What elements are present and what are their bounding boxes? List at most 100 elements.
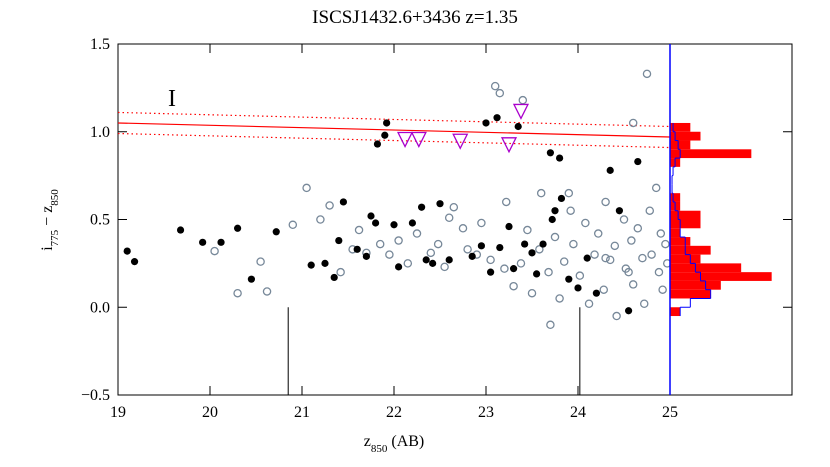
point	[487, 268, 495, 276]
y-tick-label: 1.0	[90, 124, 110, 141]
point	[321, 259, 329, 267]
point	[533, 270, 541, 278]
point	[528, 249, 536, 257]
hist-bar	[670, 280, 721, 290]
y-axis-label: i775 − z850	[39, 189, 61, 251]
x-tick-label: 25	[662, 404, 678, 421]
x-axis-label: z850 (AB)	[364, 433, 425, 455]
point	[493, 114, 501, 122]
fit-line	[117, 111, 671, 128]
point	[500, 137, 518, 154]
hist-bar	[670, 228, 681, 238]
hist-bar	[670, 254, 701, 264]
annotation: I	[168, 86, 176, 112]
point	[440, 262, 449, 272]
point	[624, 267, 633, 277]
point	[551, 207, 559, 215]
hist-bar	[670, 237, 691, 246]
point	[605, 255, 615, 265]
point	[496, 243, 504, 252]
point	[482, 119, 490, 127]
point	[449, 202, 459, 212]
point	[601, 197, 610, 207]
fit-line	[117, 122, 671, 138]
point	[539, 240, 547, 248]
point	[247, 275, 255, 283]
point	[316, 215, 325, 224]
point	[601, 253, 610, 263]
hist-bar	[670, 210, 701, 220]
point	[463, 245, 472, 254]
point	[452, 133, 469, 150]
point	[433, 239, 443, 249]
point	[325, 201, 334, 210]
point	[590, 250, 599, 259]
label-part: − z	[39, 206, 56, 230]
point	[330, 273, 338, 282]
point	[654, 267, 664, 277]
point	[375, 239, 385, 249]
point	[495, 88, 505, 98]
point	[367, 212, 375, 220]
point	[501, 197, 511, 207]
point	[418, 203, 426, 211]
label-part: i	[39, 246, 56, 251]
point	[234, 224, 242, 232]
point	[395, 263, 403, 271]
point	[429, 259, 437, 267]
point	[557, 194, 566, 203]
point	[546, 149, 555, 157]
x-tick-label: 22	[386, 404, 402, 421]
point	[444, 213, 454, 222]
point	[408, 219, 416, 227]
point	[642, 69, 652, 79]
hist-bar	[670, 193, 681, 202]
point	[233, 288, 242, 298]
point	[647, 250, 656, 259]
point	[575, 271, 585, 280]
point	[335, 236, 343, 245]
point	[518, 95, 528, 105]
point	[123, 247, 131, 255]
point	[661, 239, 670, 249]
point	[536, 188, 546, 198]
hist-bar	[670, 245, 711, 255]
x-tick-label: 23	[478, 404, 494, 421]
point	[592, 289, 601, 297]
point	[581, 218, 590, 228]
point	[199, 238, 207, 246]
point	[302, 183, 311, 193]
point	[217, 238, 225, 246]
chart-title: ISCSJ1432.6+3436 z=1.35	[312, 7, 518, 28]
hist-bar	[670, 149, 752, 159]
point	[556, 154, 564, 162]
point	[521, 240, 529, 248]
label-part: 850	[49, 189, 61, 206]
point	[500, 264, 509, 273]
point	[490, 81, 500, 91]
y-tick-label: 0.0	[90, 299, 110, 316]
label-part: (AB)	[387, 433, 424, 450]
y-tick-label: −0.5	[81, 387, 110, 404]
point	[256, 257, 265, 266]
point	[634, 157, 642, 166]
point	[612, 311, 621, 321]
point	[385, 250, 394, 259]
point	[436, 200, 444, 208]
hist-bar	[670, 219, 701, 229]
x-tick-label: 24	[570, 404, 586, 421]
point	[509, 281, 518, 291]
point	[638, 253, 647, 263]
y-tick-label: 1.5	[90, 36, 110, 53]
point	[599, 285, 609, 294]
point	[565, 275, 573, 283]
point	[548, 215, 556, 224]
point	[383, 119, 391, 127]
point	[390, 221, 398, 229]
point	[550, 232, 560, 242]
x-tick-label: 21	[294, 404, 310, 421]
point	[574, 284, 582, 292]
point	[130, 258, 139, 266]
point	[615, 207, 624, 215]
